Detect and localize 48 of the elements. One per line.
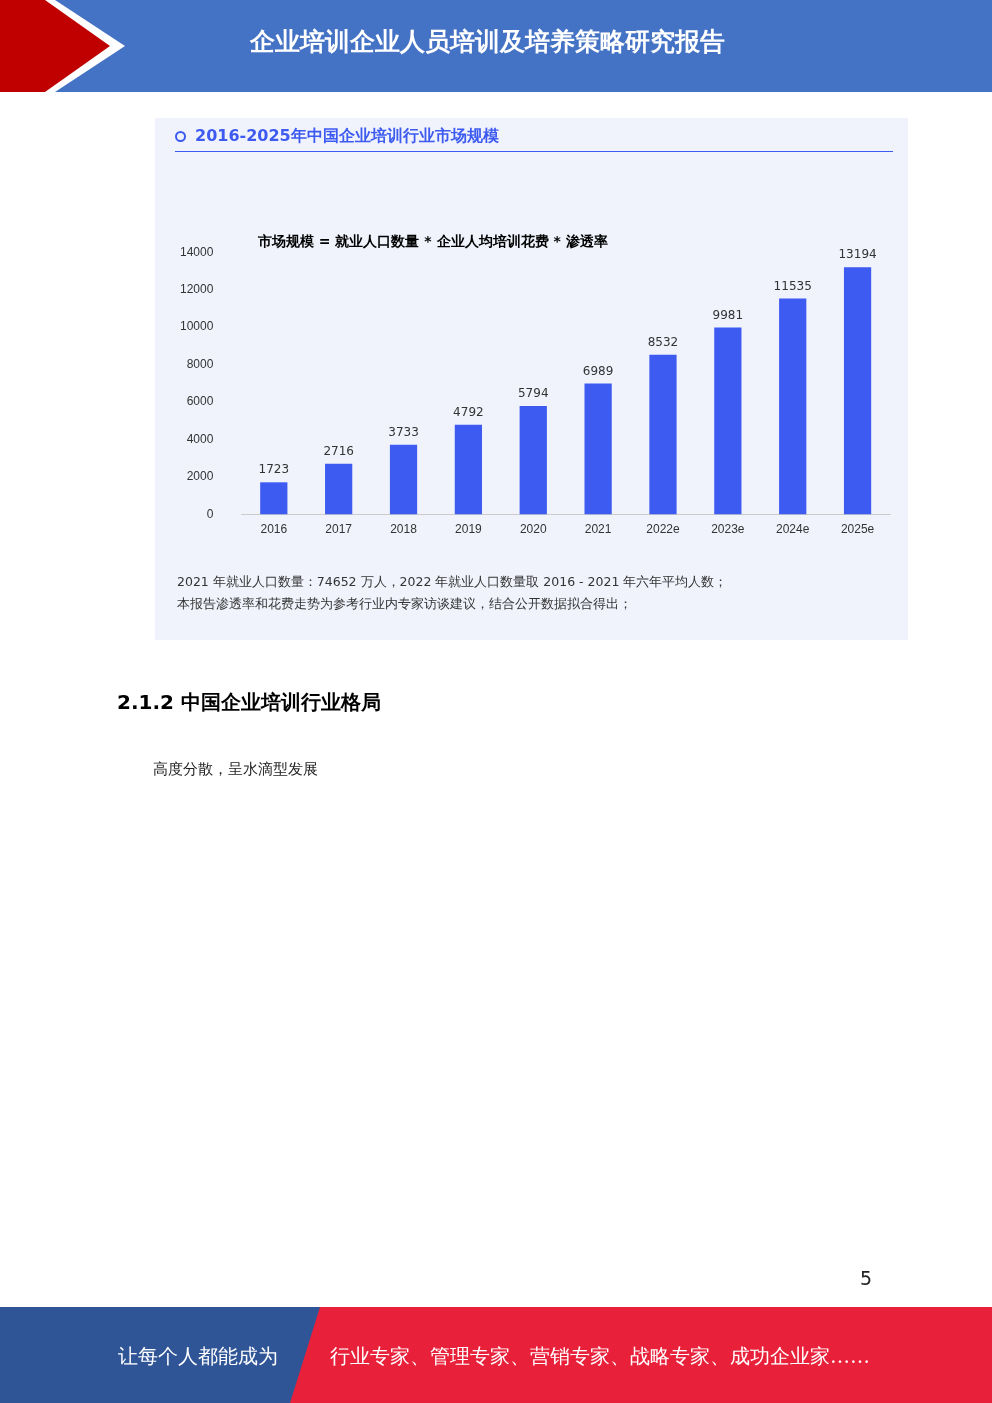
x-tick-label: 2018 (390, 522, 418, 537)
text: 市场规模 = 就业人口数量 * 企业人均培训花费 * 渗透率 (258, 233, 608, 251)
x-tick-label: 2020 (519, 522, 547, 537)
data-label: 6989 (582, 363, 614, 378)
data-label: 11535 (773, 278, 812, 293)
data-label: 2716 (323, 443, 354, 458)
data-label: 5794 (517, 386, 549, 401)
bar (649, 354, 677, 515)
text: 2021 年就业人口数量：74652 万人，2022 年就业人口数量取 2016 - 2021 年六年平均人数； (177, 574, 728, 591)
data-label: 13194 (838, 247, 877, 262)
x-tick-label: 2017 (325, 522, 353, 537)
bar (843, 267, 872, 515)
bar (779, 298, 807, 515)
x-tick-label: 2024e (776, 522, 810, 537)
bar (714, 327, 742, 515)
bar (260, 482, 288, 515)
text: 让每个人都能成为 (118, 1343, 278, 1370)
data-label: 4792 (453, 404, 484, 419)
text: 企业培训企业人员培训及培养策略研究报告 (250, 26, 725, 58)
y-tick-label: 2000 (186, 469, 214, 484)
text: 本报告渗透率和花费走势为参考行业内专家访谈建议，结合公开数据拟合得出； (177, 596, 632, 613)
text: 5 (860, 1267, 873, 1289)
data-label: 3733 (388, 424, 419, 439)
x-tick-label: 2023e (711, 522, 745, 537)
bar (519, 406, 547, 515)
bar (389, 444, 418, 515)
x-tick-label: 2021 (584, 522, 612, 537)
y-tick-label: 10000 (179, 319, 214, 334)
data-label: 9981 (712, 307, 744, 322)
x-tick-label: 2025e (840, 522, 875, 537)
y-tick-label: 14000 (179, 244, 214, 259)
y-tick-label: 6000 (186, 394, 214, 409)
text: 高度分散，呈水滴型发展 (153, 760, 318, 779)
y-tick-label: 8000 (186, 356, 214, 371)
y-tick-label: 4000 (186, 431, 214, 446)
text: 2.1.2 中国企业培训行业格局 (117, 689, 381, 716)
data-label: 8532 (647, 334, 679, 349)
chart-title: 2016-2025年中国企业培训行业市场规模 (195, 126, 499, 147)
data-label: 1723 (258, 462, 290, 477)
bar (454, 424, 483, 515)
text: 行业专家、管理专家、营销专家、战略专家、成功企业家…… (330, 1343, 870, 1370)
bar (584, 383, 612, 515)
x-tick-label: 2016 (260, 522, 288, 537)
y-tick-label: 0 (206, 506, 214, 521)
y-tick-label: 12000 (179, 282, 214, 296)
bar (325, 463, 353, 515)
x-tick-label: 2022e (646, 522, 680, 537)
x-tick-label: 2019 (455, 522, 483, 537)
